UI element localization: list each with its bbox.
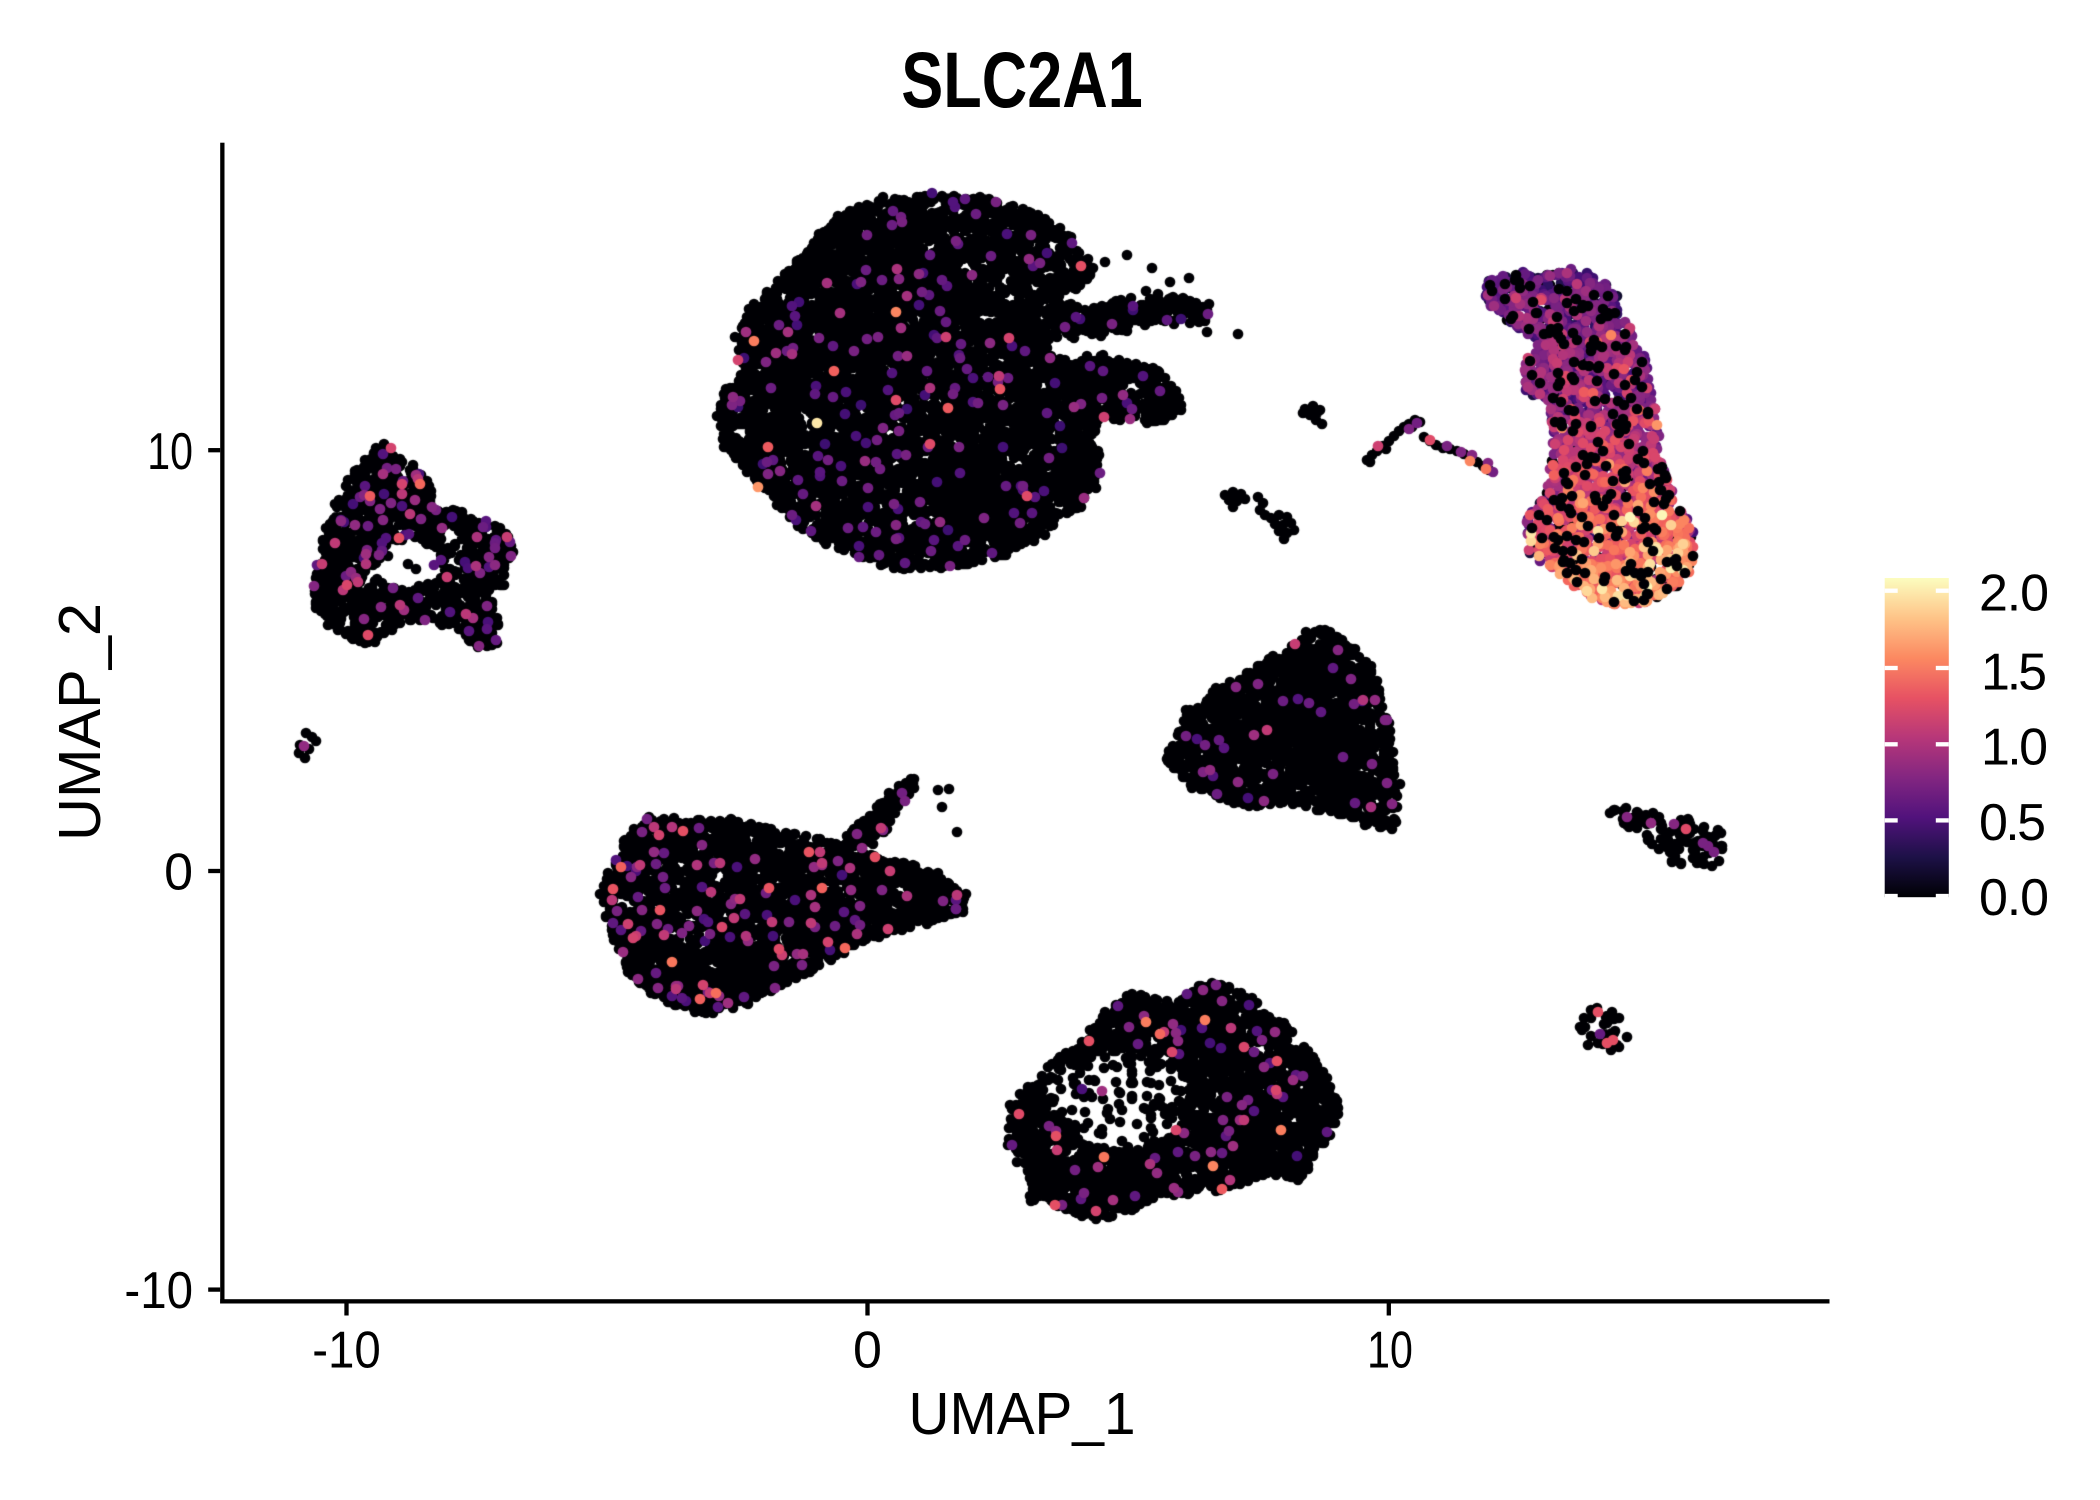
svg-text:0.0: 0.0: [1979, 869, 2049, 927]
svg-text:UMAP_1: UMAP_1: [909, 1381, 1136, 1447]
svg-text:SLC2A1: SLC2A1: [901, 36, 1143, 124]
svg-text:1.5: 1.5: [1981, 644, 2047, 702]
svg-text:0: 0: [853, 1322, 882, 1380]
svg-text:1.0: 1.0: [1981, 719, 2048, 777]
svg-text:0.5: 0.5: [1979, 794, 2046, 852]
svg-text:0: 0: [164, 844, 193, 902]
svg-text:2.0: 2.0: [1979, 565, 2049, 623]
svg-text:10: 10: [147, 423, 193, 481]
svg-text:-10: -10: [124, 1262, 193, 1320]
svg-text:-10: -10: [312, 1322, 381, 1380]
svg-text:10: 10: [1367, 1322, 1413, 1380]
svg-text:UMAP_2: UMAP_2: [47, 603, 113, 841]
